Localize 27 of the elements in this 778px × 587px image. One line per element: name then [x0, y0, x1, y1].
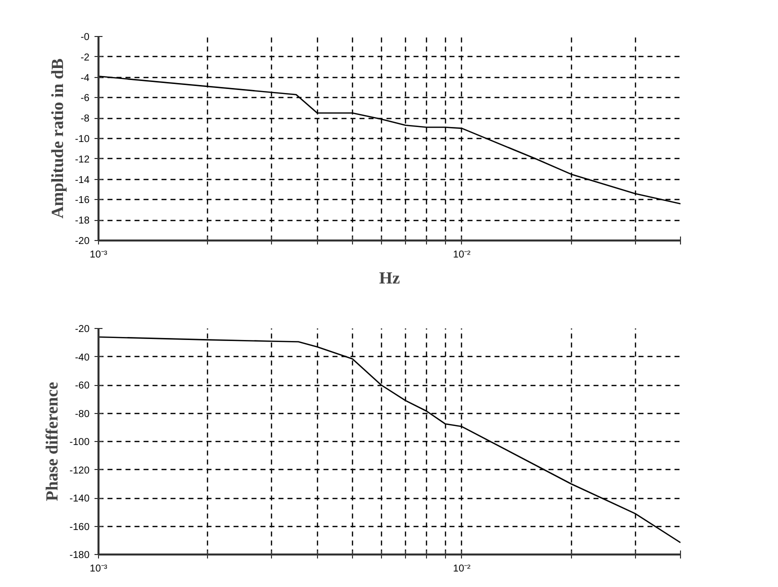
y-tick-label: -140: [69, 494, 90, 504]
x-axis-title: Hz: [379, 268, 400, 288]
y-tick-label: -6: [80, 93, 90, 104]
y-tick-label: -100: [69, 437, 90, 448]
y-tick-label: -4: [80, 72, 90, 84]
y-tick-label: -18: [75, 216, 90, 227]
y-tick-label: -60: [75, 380, 90, 392]
x-tick-label: 10⁻²: [453, 564, 472, 574]
y-axis-title: Phase difference: [42, 381, 62, 502]
y-tick-label: -14: [75, 174, 90, 186]
x-tick-label: 10⁻³: [90, 250, 108, 260]
x-tick-label: 10⁻³: [90, 564, 108, 574]
y-tick-label: -8: [80, 114, 90, 125]
y-tick-label: -2: [80, 52, 90, 64]
y-tick-label: -40: [75, 352, 90, 364]
y-tick-label: -16: [75, 195, 90, 206]
y-tick-label: -10: [75, 134, 90, 145]
y-tick-label: -120: [69, 465, 90, 476]
y-tick-label: -80: [75, 408, 90, 420]
y-tick-label: -0: [80, 32, 90, 43]
x-tick-label: 10⁻²: [453, 250, 472, 260]
y-tick-label: -20: [75, 236, 90, 247]
y-tick-label: -20: [75, 324, 90, 335]
y-tick-label: -180: [69, 550, 90, 561]
y-tick-label: -12: [75, 154, 90, 166]
y-tick-label: -160: [69, 522, 90, 533]
y-axis-title: Amplitude ratio in dB: [48, 58, 68, 219]
